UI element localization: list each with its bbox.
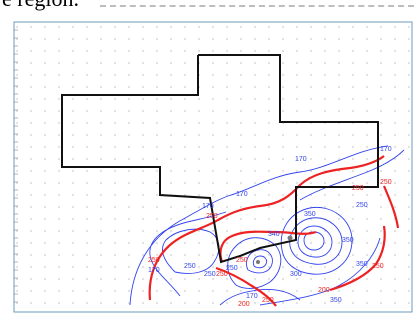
blue-contour-right-2: [289, 217, 343, 265]
blue-label: 350: [356, 261, 368, 268]
red-label: 250: [206, 213, 218, 220]
station-marker: [256, 235, 293, 264]
region-boundary: [61, 54, 379, 264]
blue-label: 170: [380, 146, 392, 153]
red-contour-loop: [329, 225, 386, 292]
blue-contour-mid: [227, 237, 282, 289]
red-label: 250: [352, 185, 364, 192]
red-label: 250: [372, 263, 384, 270]
blue-label: 250: [356, 202, 368, 209]
blue-label: 250: [226, 265, 238, 272]
red-contour-south: [215, 266, 277, 307]
blue-label: 170: [246, 293, 258, 300]
blue-contours: [129, 145, 405, 306]
blue-label: 350: [330, 297, 342, 304]
red-contour-inner: [219, 230, 317, 263]
red-label: 200: [238, 301, 250, 308]
blue-label: 250: [204, 271, 216, 278]
red-label: 250: [380, 179, 392, 186]
red-label: 250: [148, 257, 160, 264]
blue-contour-outer: [129, 145, 389, 306]
left-axis-ticks: [14, 29, 18, 303]
red-label: 250: [236, 257, 248, 264]
blue-contour-left: [162, 228, 220, 274]
blue-label: 170: [295, 156, 307, 163]
red-label: 250: [262, 297, 274, 304]
contour-labels: 170 170 170 170 170 250 250 250 350 350 …: [148, 146, 392, 308]
blue-contour-northeast: [299, 149, 405, 201]
blue-contour-core-2: [252, 255, 268, 269]
blue-contour-core-1: [246, 249, 273, 274]
blue-contour-southeast: [259, 237, 381, 306]
blue-label: 340: [268, 231, 280, 238]
caption-fragment: e region.: [2, 0, 79, 12]
blue-label: 170: [202, 203, 214, 210]
blue-label: 250: [184, 263, 196, 270]
blue-contour-outer-2: [149, 211, 227, 297]
red-contour-east: [382, 185, 400, 229]
blue-contour-right-3: [297, 225, 333, 258]
red-contours: [148, 155, 400, 307]
blue-label: 350: [342, 237, 354, 244]
blue-label: 350: [304, 211, 316, 218]
red-label: 250: [216, 271, 228, 278]
blue-label: 300: [290, 271, 302, 278]
top-border-dash: [100, 5, 414, 7]
blue-label: 170: [148, 267, 160, 274]
blue-label: 170: [236, 191, 248, 198]
red-label: 200: [318, 287, 330, 294]
red-contour-main: [148, 155, 385, 301]
